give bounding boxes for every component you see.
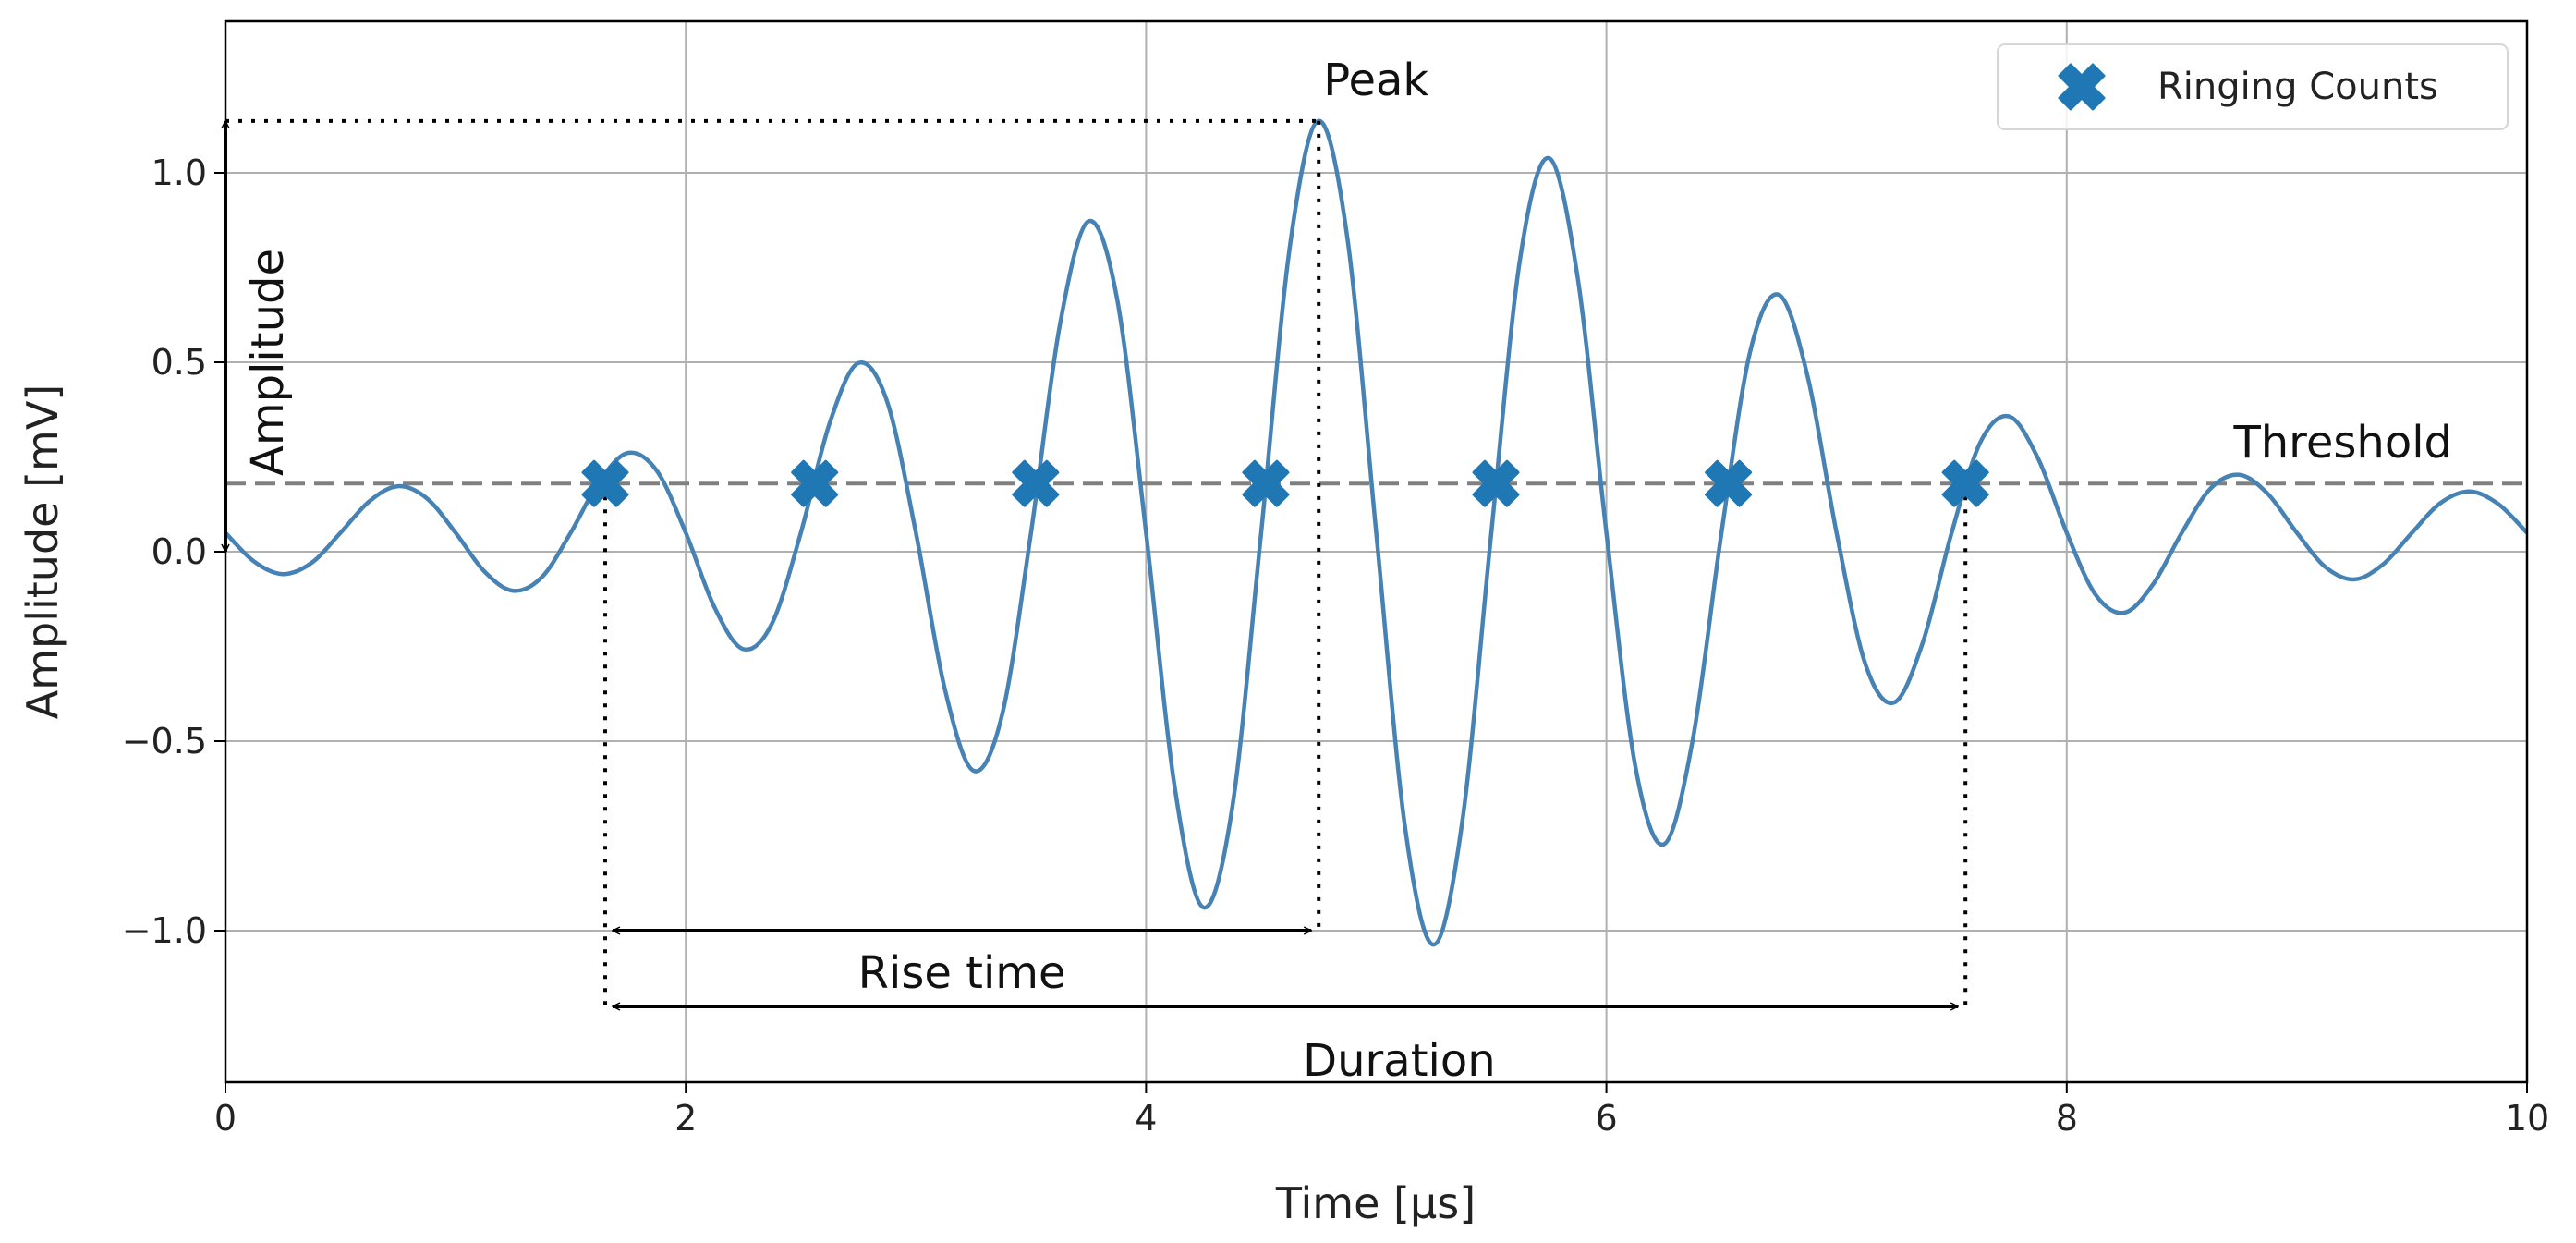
rise-time-label: Rise time: [858, 947, 1066, 999]
y-tick-label: 0.5: [152, 342, 207, 383]
legend-x-marker-icon: [2058, 63, 2106, 111]
y-tick-label: 1.0: [152, 152, 207, 193]
x-tick-label: 2: [674, 1098, 697, 1139]
plot-area: [225, 118, 2527, 947]
y-tick-label: −0.5: [122, 721, 207, 762]
threshold-label: Threshold: [2232, 417, 2452, 469]
ringing-count-marker: [1242, 459, 1290, 507]
x-tick-label: 6: [1596, 1098, 1618, 1139]
legend-marker-shape: [2058, 63, 2106, 111]
y-tick-label: 0.0: [152, 531, 207, 572]
ticks: 0 2 4 6 8 10 −1.0 −0.5 0.0 0.5 1.0: [122, 152, 2549, 1139]
legend-label: Ringing Counts: [2157, 66, 2438, 108]
signal-line: [225, 118, 2527, 947]
legend-box: [1997, 43, 2509, 130]
x-axis-label: Time [μs]: [1275, 1178, 1476, 1228]
x-tick-label: 0: [214, 1098, 237, 1139]
x-tick-label: 4: [1135, 1098, 1157, 1139]
ringing-count-marker: [791, 459, 839, 507]
y-tick-label: −1.0: [122, 910, 207, 951]
ringing-count-marker: [581, 459, 629, 507]
ringing-count-marker: [1941, 459, 1989, 507]
ringing-count-marker: [1012, 459, 1060, 507]
x-tick-label: 10: [2505, 1098, 2549, 1139]
ringing-count-marker: [1472, 459, 1520, 507]
legend: Ringing Counts: [1997, 43, 2509, 130]
peak-label: Peak: [1323, 55, 1428, 106]
duration-label: Duration: [1303, 1035, 1495, 1087]
y-axis-label: Amplitude [mV]: [18, 384, 67, 720]
ringing-count-marker: [1705, 459, 1753, 507]
annotations: Peak Threshold Rise time Duration Amplitude: [225, 55, 2452, 1087]
x-tick-label: 8: [2056, 1098, 2078, 1139]
amplitude-label: Amplitude: [242, 249, 294, 476]
